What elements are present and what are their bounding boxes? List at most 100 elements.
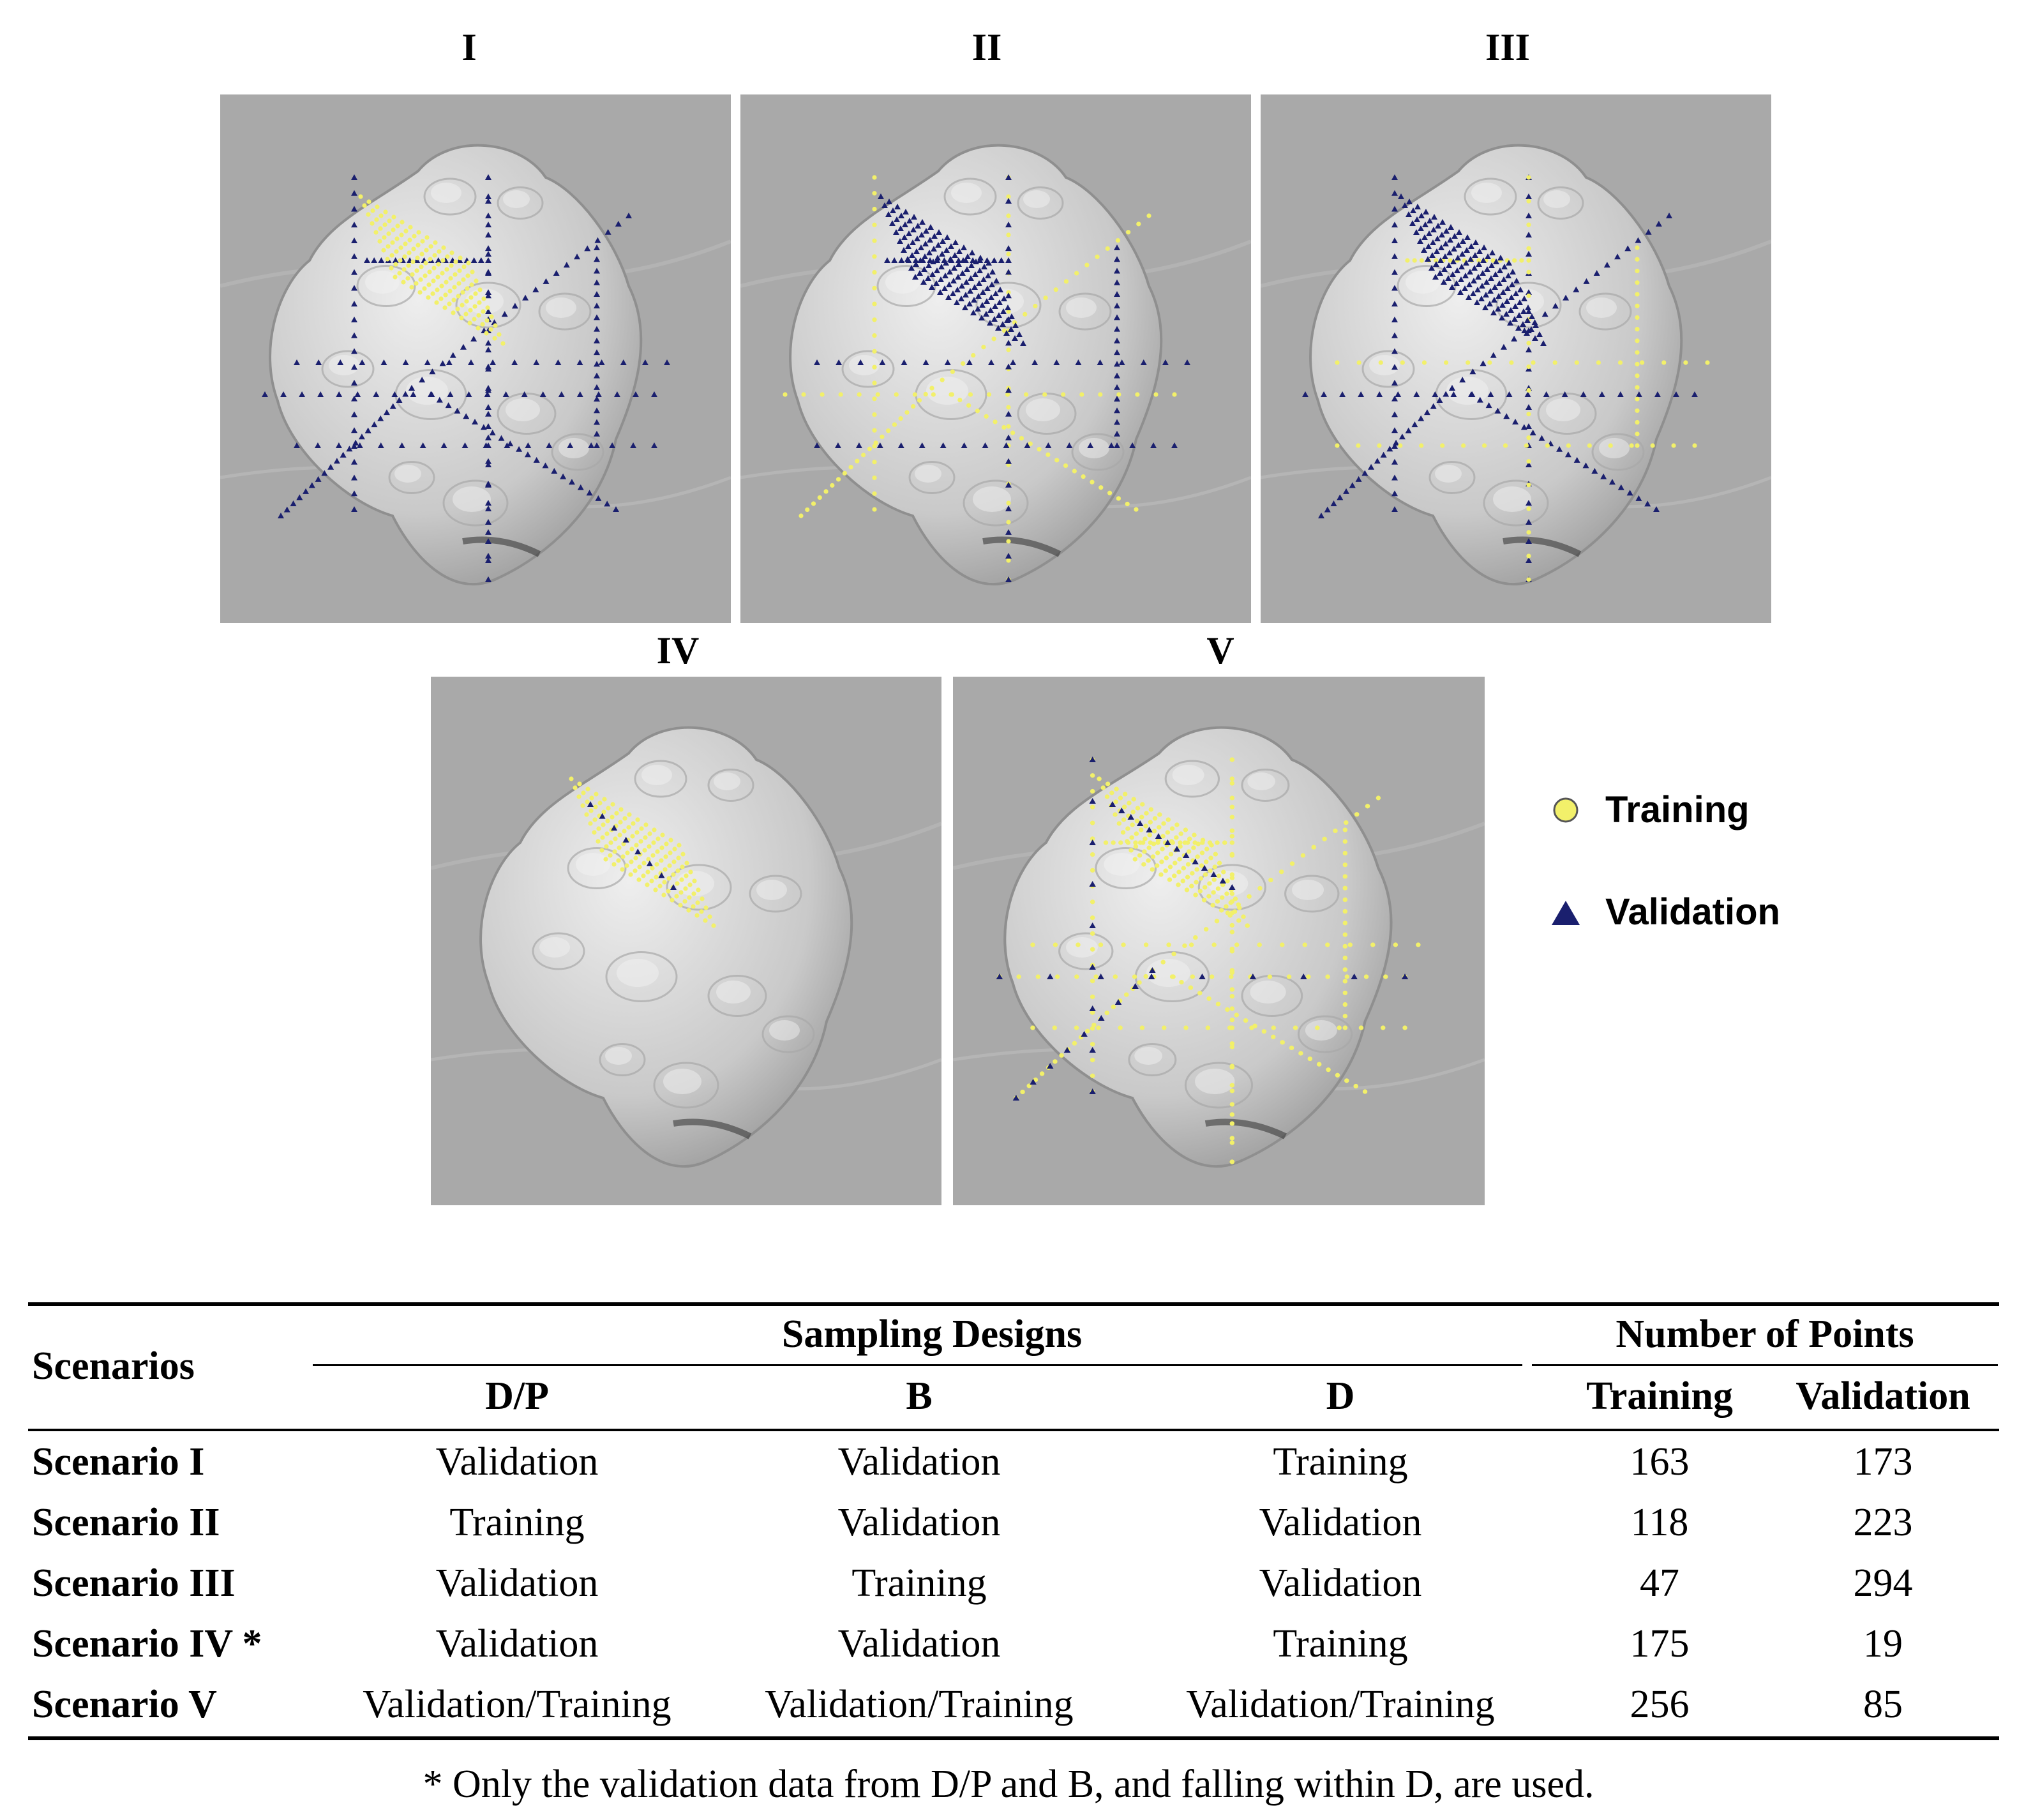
validation-point	[964, 253, 971, 259]
training-point	[700, 896, 705, 901]
training-point	[1208, 855, 1213, 861]
training-point	[1125, 826, 1130, 831]
training-point	[679, 890, 684, 895]
training-point	[1183, 1025, 1188, 1030]
training-point	[410, 259, 416, 264]
training-point	[1342, 909, 1348, 914]
training-point	[872, 222, 877, 227]
training-point	[1104, 1011, 1109, 1016]
header-training: Training	[1586, 1374, 1733, 1418]
training-point	[457, 268, 462, 273]
map-panel-II	[740, 94, 1251, 623]
training-point	[1202, 885, 1208, 890]
validation-point	[1020, 340, 1026, 346]
training-point	[573, 785, 578, 790]
training-point	[407, 250, 412, 255]
validation-point	[1513, 290, 1519, 296]
validation-point	[1024, 442, 1031, 448]
validation-point	[1494, 407, 1501, 414]
training-point	[1026, 1083, 1031, 1088]
training-point	[1333, 828, 1338, 834]
validation-point	[574, 253, 581, 260]
training-point	[1024, 392, 1029, 397]
validation-point	[1464, 247, 1470, 253]
training-point	[1635, 303, 1640, 308]
validation-point	[1164, 839, 1171, 845]
training-point	[1157, 812, 1162, 817]
validation-point	[485, 347, 491, 352]
sampling-underline	[313, 1364, 1522, 1366]
validation-point	[507, 440, 514, 447]
training-point	[411, 246, 416, 252]
validation-point	[1005, 245, 1012, 252]
training-point	[1095, 254, 1100, 259]
validation-point	[1391, 301, 1398, 307]
training-point	[469, 282, 474, 287]
training-point	[1229, 872, 1235, 877]
training-point	[1229, 757, 1235, 762]
training-point	[1184, 887, 1190, 892]
validation-point	[516, 446, 523, 452]
training-point	[426, 295, 431, 300]
validation-point	[1391, 364, 1398, 370]
training-point	[1174, 835, 1179, 840]
validation-point	[1114, 337, 1120, 343]
validation-point	[1409, 220, 1416, 226]
validation-point	[1532, 335, 1538, 341]
validation-point	[1479, 283, 1485, 289]
validation-point	[1476, 261, 1482, 267]
training-point	[1229, 1140, 1235, 1145]
validation-point	[485, 193, 491, 199]
training-point	[408, 225, 413, 230]
training-point	[1229, 834, 1235, 839]
validation-point	[1635, 495, 1642, 501]
training-point	[872, 460, 877, 465]
validation-point	[398, 442, 405, 448]
training-point	[1356, 443, 1361, 448]
training-point	[440, 258, 446, 263]
validation-point	[485, 519, 491, 525]
table-cell-b: Training	[851, 1561, 987, 1605]
training-point	[799, 513, 804, 518]
validation-point	[1556, 446, 1563, 452]
validation-point	[1528, 326, 1534, 332]
training-point	[412, 234, 417, 239]
training-point	[613, 836, 618, 841]
training-point	[1342, 885, 1348, 891]
validation-point	[485, 552, 491, 559]
training-point	[1006, 539, 1011, 544]
training-point	[672, 846, 677, 852]
training-point	[585, 786, 590, 792]
validation-point	[364, 257, 370, 263]
validation-point	[346, 446, 353, 452]
validation-point	[1089, 881, 1096, 887]
training-point	[1526, 506, 1531, 511]
validation-point	[1653, 506, 1660, 512]
validation-point	[922, 359, 929, 365]
validation-point	[364, 427, 371, 433]
validation-point	[1413, 229, 1420, 235]
training-point	[638, 839, 643, 844]
validation-point	[321, 470, 328, 476]
table-cell-validation: 173	[1853, 1440, 1913, 1484]
training-point	[1257, 885, 1263, 891]
training-point	[1365, 804, 1370, 809]
training-point	[696, 887, 701, 892]
validation-point	[1645, 229, 1652, 235]
training-point	[1081, 474, 1086, 479]
validation-point	[1337, 494, 1344, 500]
validation-point	[1421, 247, 1427, 253]
training-point	[625, 850, 630, 855]
validation-point	[1425, 243, 1432, 249]
table-footnote: * Only the validation data from D/P and …	[423, 1763, 1594, 1806]
validation-point	[352, 439, 359, 446]
training-point	[1617, 360, 1623, 365]
table-cell-validation: 19	[1863, 1622, 1903, 1666]
training-point	[1074, 1025, 1079, 1030]
training-point	[1037, 447, 1042, 452]
training-point	[458, 255, 463, 260]
training-point	[1116, 392, 1121, 397]
validation-point	[389, 403, 396, 409]
validation-point	[351, 379, 357, 386]
validation-point	[1520, 321, 1526, 327]
